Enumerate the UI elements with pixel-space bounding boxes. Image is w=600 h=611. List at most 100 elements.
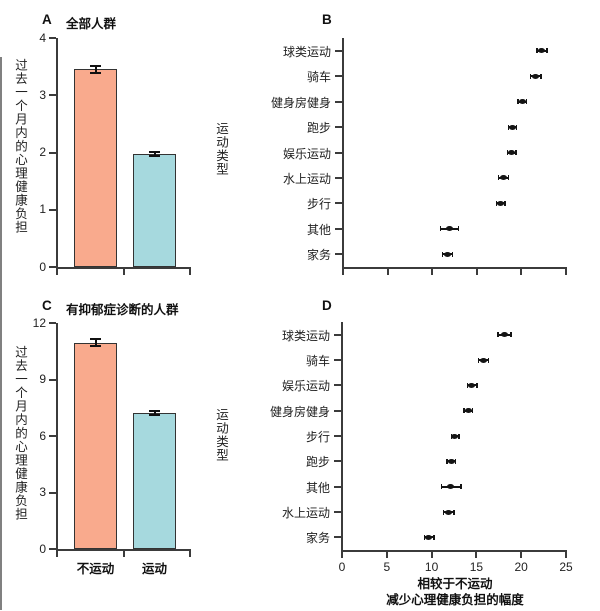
panel-d-x-tick-label: 5	[383, 560, 391, 574]
panel-d-x-axis-label-line2: 减少心理健康负担的幅度	[386, 593, 524, 607]
panel-b-ci-cap-right	[515, 150, 517, 155]
left-edge-artifact	[0, 57, 2, 610]
panel-d-category-label: 步行	[305, 430, 330, 444]
panel-b-letter: B	[322, 12, 332, 27]
panel-b-x-tick	[520, 269, 523, 275]
panel-c-x-tick	[56, 551, 58, 557]
panel-d-x-tick-label: 20	[514, 560, 528, 574]
panel-d-x-tick	[341, 552, 343, 558]
panel-a-y-tick-label: 0	[39, 259, 46, 274]
panel-b-ci-cap-left	[439, 226, 442, 232]
panel-b-x-tick	[475, 269, 478, 275]
panel-c-y-tick	[49, 491, 56, 494]
panel-d-dot	[464, 408, 472, 414]
panel-b-dot	[518, 99, 526, 105]
panel-d-ci-cap-right	[510, 332, 512, 338]
panel-a-y-tick	[49, 208, 56, 211]
panel-d-y-tick	[334, 511, 341, 513]
panel-b-ci-cap-left	[529, 73, 532, 79]
panel-c-bar-exercise	[133, 413, 176, 549]
panel-d-category-label: 骑车	[305, 354, 330, 368]
panel-a-error-bar-cap-top	[90, 65, 101, 68]
panel-b-dot	[500, 175, 508, 181]
panel-d-letter: D	[322, 298, 332, 313]
panel-b-category-label: 水上运动	[282, 171, 331, 186]
panel-d-y-tick	[334, 359, 341, 361]
panel-a-error-bar-cap-bottom	[149, 155, 160, 158]
panel-c-x-category-label: 不运动	[76, 562, 115, 576]
panel-b-y-tick	[335, 126, 342, 129]
panel-d-dot	[451, 433, 459, 439]
panel-d-dot	[447, 458, 455, 464]
panel-d-y-axis-label: 运动类型	[214, 408, 228, 462]
panel-d-dot	[480, 357, 488, 363]
panel-d-ci-cap-left	[442, 509, 445, 515]
panel-d-x-tick	[430, 552, 433, 558]
panel-a-error-bar-line	[153, 152, 156, 157]
panel-d-ci-cap-right	[458, 433, 460, 439]
panel-b-x-tick	[431, 269, 434, 275]
panel-c-y-axis-label: 过去一个月内的心理健康负担	[13, 345, 27, 521]
panel-b-ci-cap-left	[506, 150, 509, 155]
panel-b-category-label: 步行	[306, 197, 331, 212]
panel-a-y-tick	[49, 94, 56, 97]
panel-b-x-tick	[565, 269, 567, 275]
panel-d-x-tick	[385, 552, 388, 558]
panel-c-y-tick-label: 12	[32, 315, 46, 330]
panel-c-error-bar-cap-top	[149, 410, 160, 413]
panel-d-y-tick	[334, 485, 341, 488]
panel-b-y-tick	[335, 227, 342, 230]
panel-d-ci-cap-right	[453, 509, 455, 515]
panel-d-category-label: 球类运动	[281, 328, 330, 343]
panel-a-y-tick	[49, 151, 56, 154]
panel-a-y-tick-label: 2	[39, 145, 46, 159]
panel-b-y-tick	[335, 100, 342, 103]
panel-d-category-label: 其他	[305, 480, 330, 495]
panel-a-x-tick	[56, 269, 58, 275]
panel-c-y-tick-label: 6	[39, 428, 46, 443]
panel-d-x-tick	[520, 552, 523, 558]
panel-b-x-tick	[342, 269, 344, 275]
panel-c-x-tick	[189, 551, 191, 557]
panel-b-y-tick	[335, 253, 342, 256]
panel-a-y-tick-label: 4	[39, 30, 46, 45]
panel-d-category-label: 跑步	[305, 455, 330, 470]
panel-d-ci-cap-left	[446, 458, 448, 464]
panel-b-ci-cap-right	[540, 73, 542, 79]
panel-c-error-bar-line	[94, 339, 97, 347]
panel-a-y-tick-label: 1	[39, 202, 46, 217]
panel-a-y-tick-label: 3	[39, 87, 46, 102]
panel-d-ci-cap-right	[460, 484, 462, 490]
panel-b-category-label: 跑步	[306, 121, 331, 136]
panel-d-ci-cap-left	[477, 357, 480, 363]
panel-c-x-tick	[122, 551, 125, 557]
panel-b-dot	[508, 150, 516, 155]
panel-c-bar-no-exercise	[74, 342, 117, 549]
panel-c-y-tick-label: 9	[39, 372, 46, 386]
panel-c-title: 有抑郁症诊断的人群	[66, 303, 179, 317]
panel-d-category-label: 健身房健身	[269, 404, 330, 419]
panel-b-category-label: 球类运动	[282, 44, 331, 59]
panel-d-category-label: 水上运动	[281, 506, 330, 520]
panel-a-x-tick	[189, 269, 191, 275]
panel-d-y-tick	[334, 333, 341, 336]
panel-d-x-tick-label: 0	[338, 560, 346, 574]
panel-b-ci-cap-right	[525, 99, 528, 105]
panel-b-y-tick	[335, 75, 342, 78]
panel-d-dot	[425, 534, 433, 540]
panel-c-error-bar-cap-bottom	[90, 345, 101, 348]
panel-a-error-bar-cap-top	[149, 151, 160, 154]
panel-b-x-tick	[386, 269, 389, 275]
panel-b-dot	[508, 124, 516, 130]
panel-a-bar-no-exercise	[74, 69, 117, 267]
panel-b-dot	[445, 226, 453, 232]
panel-b-ci-cap-left	[536, 48, 538, 54]
panel-c-y-tick	[49, 322, 56, 324]
panel-d-category-label: 家务	[305, 531, 330, 546]
panel-b-category-label: 骑车	[306, 70, 331, 85]
panel-d-dot	[446, 484, 454, 490]
panel-b-ci-cap-left	[495, 200, 498, 206]
panel-d-ci-cap-left	[463, 408, 465, 414]
panel-b-ci-cap-right	[507, 175, 510, 181]
panel-d-ci-cap-right	[433, 534, 435, 540]
